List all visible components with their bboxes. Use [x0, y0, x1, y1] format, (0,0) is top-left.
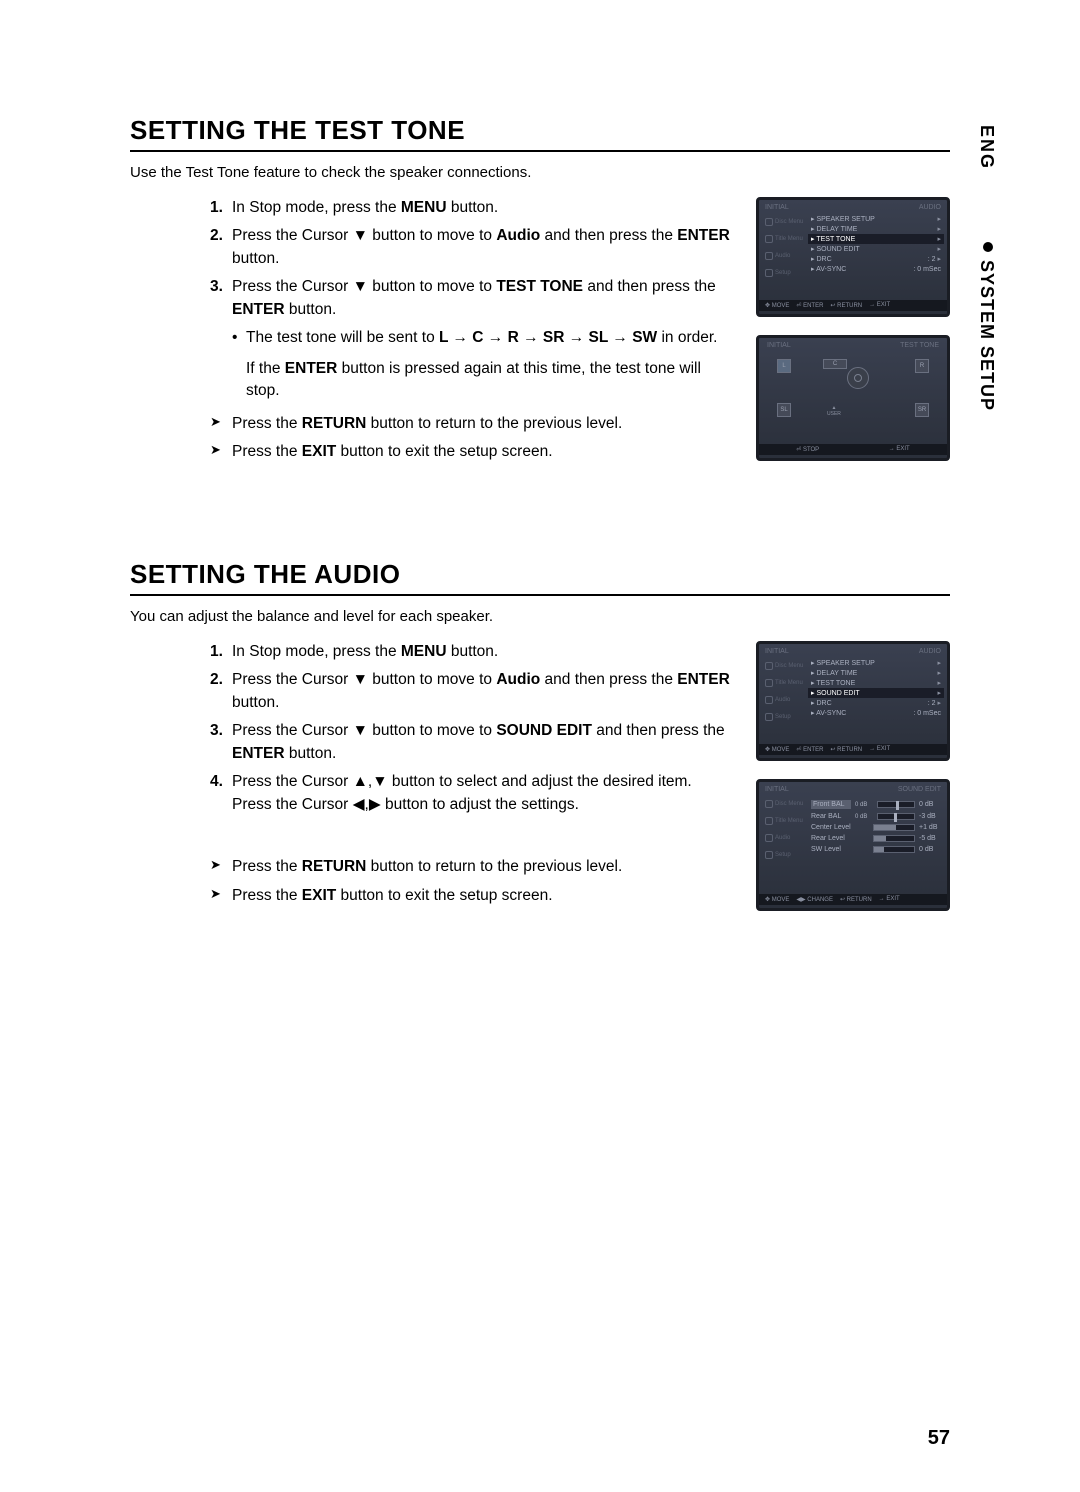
section1-title: SETTING THE TEST TONE — [130, 115, 950, 152]
speaker-r-icon: R — [915, 359, 929, 373]
sidebar-setup: Setup — [765, 713, 807, 721]
speaker-l-icon: L — [777, 359, 791, 373]
step-2: 2.Press the Cursor ▼ button to move to A… — [210, 669, 732, 714]
sidebar-setup: Setup — [765, 851, 807, 859]
menu-item-av-sync: ▸ AV-SYNC: 0 mSec — [811, 264, 941, 274]
menu-item-drc: ▸ DRC: 2 ▸ — [811, 698, 941, 708]
sidebar-disc-menu: Disc Menu — [765, 800, 807, 808]
section2-intro: You can adjust the balance and level for… — [130, 608, 950, 625]
menu-header-left: INITIAL — [765, 648, 789, 655]
sound-edit-screenshot: INITIAL SOUND EDIT Disc Menu Title Menu … — [756, 779, 950, 911]
sidebar-disc-menu: Disc Menu — [765, 662, 807, 670]
se-footer-exit: → EXIT — [879, 896, 900, 903]
speaker-center-icon — [847, 367, 869, 389]
se-row-rear-level: Rear Level -5 dB — [811, 833, 941, 844]
step-sub-text: If the ENTER button is pressed again at … — [210, 358, 732, 403]
sidebar-title-menu: Title Menu — [765, 235, 807, 243]
se-header-left: INITIAL — [765, 786, 789, 793]
section1-instructions: 1.In Stop mode, press the MENU button. 2… — [130, 197, 732, 479]
se-footer-return: ↩ RETURN — [840, 896, 872, 903]
step-sub-bullet: The test tone will be sent to L → C → R … — [210, 327, 732, 349]
audio-menu-screenshot-2: INITIAL AUDIO Disc Menu Title Menu Audio… — [756, 641, 950, 761]
menu-item-delay-time: ▸ DELAY TIME▸ — [811, 224, 941, 234]
exit-note: Press the EXIT button to exit the setup … — [210, 885, 732, 907]
tt-header-left: INITIAL — [767, 342, 791, 349]
side-tab-lang: ENG — [976, 125, 997, 170]
footer-move: ✥ MOVE — [765, 302, 789, 309]
step-3: 3.Press the Cursor ▼ button to move to S… — [210, 720, 732, 765]
menu-item-av-sync: ▸ AV-SYNC: 0 mSec — [811, 708, 941, 718]
step-2: 2.Press the Cursor ▼ button to move to A… — [210, 225, 732, 270]
side-tab-section: SYSTEM SETUP — [976, 260, 997, 411]
step-1: 1.In Stop mode, press the MENU button. — [210, 641, 732, 663]
step-4: 4.Press the Cursor ▲,▼ button to select … — [210, 771, 732, 816]
menu-item-sound-edit: ▸ SOUND EDIT▸ — [811, 244, 941, 254]
se-footer-change: ◀▶ CHANGE — [796, 896, 833, 903]
section2-instructions: 1.In Stop mode, press the MENU button. 2… — [130, 641, 732, 929]
tt-footer-exit: → EXIT — [889, 446, 910, 453]
footer-return: ↩ RETURN — [830, 746, 862, 753]
footer-exit: → EXIT — [869, 302, 890, 309]
audio-menu-screenshot: INITIAL AUDIO Disc Menu Title Menu Audio… — [756, 197, 950, 317]
section2-title: SETTING THE AUDIO — [130, 559, 950, 596]
footer-move: ✥ MOVE — [765, 746, 789, 753]
se-footer-move: ✥ MOVE — [765, 896, 789, 903]
sidebar-audio: Audio — [765, 696, 807, 704]
menu-header-right: AUDIO — [919, 204, 941, 211]
sidebar-disc-menu: Disc Menu — [765, 218, 807, 226]
step-3: 3.Press the Cursor ▼ button to move to T… — [210, 276, 732, 321]
speaker-sr-icon: SR — [915, 403, 929, 417]
step-1: 1.In Stop mode, press the MENU button. — [210, 197, 732, 219]
se-header-right: SOUND EDIT — [898, 786, 941, 793]
page-number: 57 — [928, 1427, 950, 1450]
speaker-sl-icon: SL — [777, 403, 791, 417]
menu-item-test-tone: ▸ TEST TONE▸ — [811, 678, 941, 688]
se-row-front-bal: Front BAL 0 dB 0 dB — [811, 798, 941, 811]
footer-enter: ⏎ ENTER — [796, 302, 823, 309]
sidebar-audio: Audio — [765, 834, 807, 842]
menu-item-sound-edit: ▸ SOUND EDIT▸ — [808, 688, 944, 698]
speaker-c-icon: C — [823, 359, 847, 369]
speaker-user-label: ▲USER — [827, 405, 841, 417]
footer-return: ↩ RETURN — [830, 302, 862, 309]
menu-item-test-tone: ▸ TEST TONE▸ — [808, 234, 944, 244]
menu-item-speaker-setup: ▸ SPEAKER SETUP▸ — [811, 658, 941, 668]
exit-note: Press the EXIT button to exit the setup … — [210, 441, 732, 463]
section1-intro: Use the Test Tone feature to check the s… — [130, 164, 950, 181]
footer-enter: ⏎ ENTER — [796, 746, 823, 753]
se-row-center-level: Center Level +1 dB — [811, 822, 941, 833]
se-row-sw-level: SW Level 0 dB — [811, 844, 941, 855]
tt-footer-stop: ⏎ STOP — [796, 446, 819, 453]
sidebar-setup: Setup — [765, 269, 807, 277]
test-tone-screenshot: INITIAL TEST TONE L C R SL ▲USER SR ⏎ ST… — [756, 335, 950, 461]
sidebar-audio: Audio — [765, 252, 807, 260]
section-bullet-icon — [983, 242, 993, 252]
footer-exit: → EXIT — [869, 746, 890, 753]
menu-item-drc: ▸ DRC: 2 ▸ — [811, 254, 941, 264]
return-note: Press the RETURN button to return to the… — [210, 413, 732, 435]
menu-item-delay-time: ▸ DELAY TIME▸ — [811, 668, 941, 678]
sidebar-title-menu: Title Menu — [765, 679, 807, 687]
menu-header-left: INITIAL — [765, 204, 789, 211]
return-note: Press the RETURN button to return to the… — [210, 856, 732, 878]
se-row-rear-bal: Rear BAL 0 dB -3 dB — [811, 811, 941, 822]
menu-header-right: AUDIO — [919, 648, 941, 655]
menu-item-speaker-setup: ▸ SPEAKER SETUP▸ — [811, 214, 941, 224]
tt-header-right: TEST TONE — [900, 342, 939, 349]
sidebar-title-menu: Title Menu — [765, 817, 807, 825]
